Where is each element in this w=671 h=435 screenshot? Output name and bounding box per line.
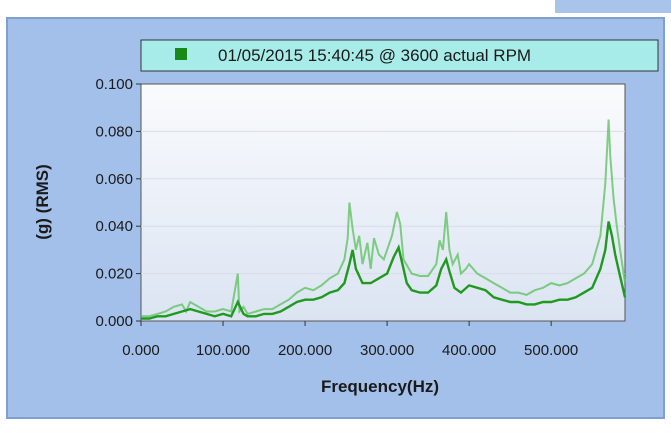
legend-box	[140, 39, 659, 72]
y-tick-label: 0.040	[95, 218, 133, 235]
x-axis-ticks: 0.000 100.000 200.000 300.000 400.000 500.000	[122, 321, 578, 359]
x-tick-label: 400.000	[442, 342, 496, 359]
y-tick-label: 0.100	[95, 76, 133, 93]
series-fine-spectrum-line	[141, 119, 626, 318]
series-averaged-line	[141, 221, 627, 320]
x-axis-title: Frequency(Hz)	[321, 377, 439, 396]
plot-area	[140, 83, 626, 322]
y-tick-label: 0.020	[95, 266, 133, 283]
y-tick-label: 0.060	[95, 171, 133, 188]
legend-entry-label: 01/05/2015 15:40:45 @ 3600 actual RPM	[218, 46, 531, 65]
x-tick-label: 0.000	[122, 342, 160, 359]
y-axis-title: (g) (RMS)	[33, 164, 52, 240]
top-tab-edge	[555, 0, 671, 13]
y-axis-ticks: 0.000 0.020 0.040 0.060 0.080 0.100	[95, 76, 141, 330]
legend-marker-square	[175, 48, 187, 60]
legend: 01/05/2015 15:40:45 @ 3600 actual RPM	[140, 39, 659, 72]
y-tick-label: 0.000	[95, 313, 133, 330]
y-tick-label: 0.080	[95, 123, 133, 140]
y-gridlines	[141, 130, 625, 275]
x-tick-label: 100.000	[196, 342, 250, 359]
x-tick-label: 500.000	[524, 342, 578, 359]
x-tick-label: 200.000	[278, 342, 332, 359]
x-tick-label: 300.000	[360, 342, 414, 359]
